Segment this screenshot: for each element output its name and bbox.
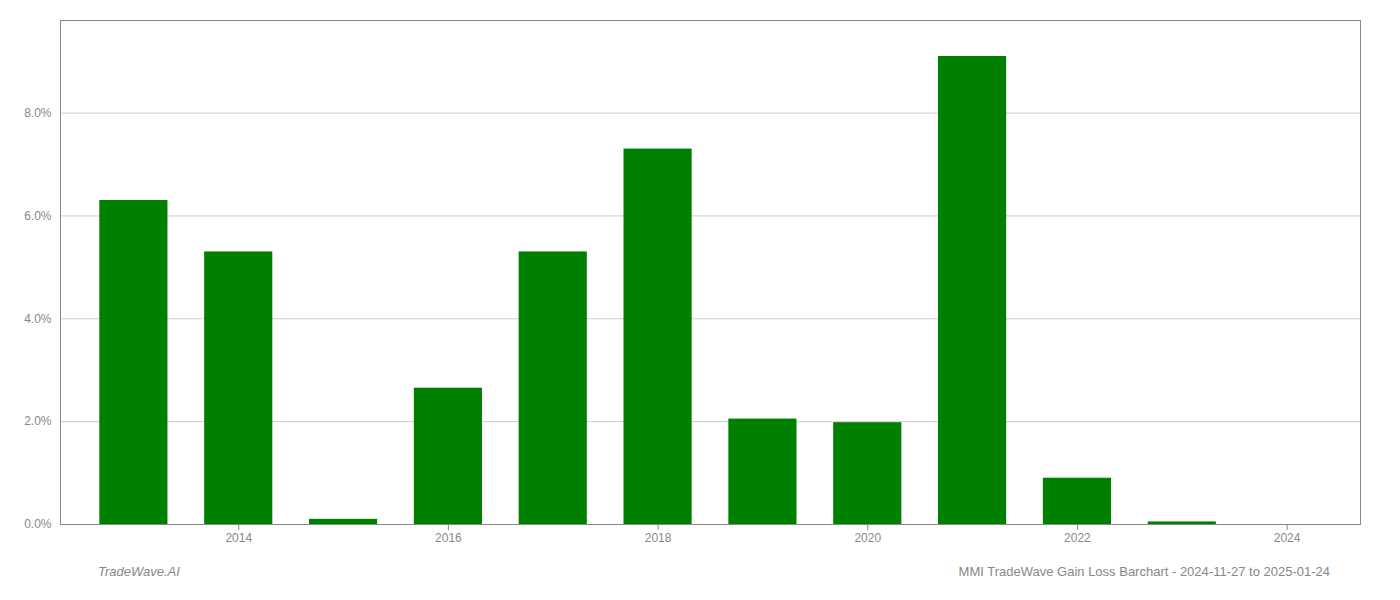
svg-text:2024: 2024 <box>1274 531 1301 545</box>
svg-text:2014: 2014 <box>225 531 252 545</box>
svg-text:2016: 2016 <box>435 531 462 545</box>
svg-text:2.0%: 2.0% <box>24 414 52 428</box>
svg-text:8.0%: 8.0% <box>24 106 52 120</box>
svg-text:4.0%: 4.0% <box>24 312 52 326</box>
svg-text:6.0%: 6.0% <box>24 209 52 223</box>
html-text:MMI TradeWave Gain Loss Barcha: MMI TradeWave Gain Loss Barchart - 2024-… <box>958 564 1330 579</box>
html-text:TradeWave.AI: TradeWave.AI <box>98 564 180 579</box>
svg-text:2020: 2020 <box>854 531 881 545</box>
svg-text:2018: 2018 <box>645 531 672 545</box>
svg-text:2022: 2022 <box>1064 531 1091 545</box>
svg-text:0.0%: 0.0% <box>24 517 52 531</box>
